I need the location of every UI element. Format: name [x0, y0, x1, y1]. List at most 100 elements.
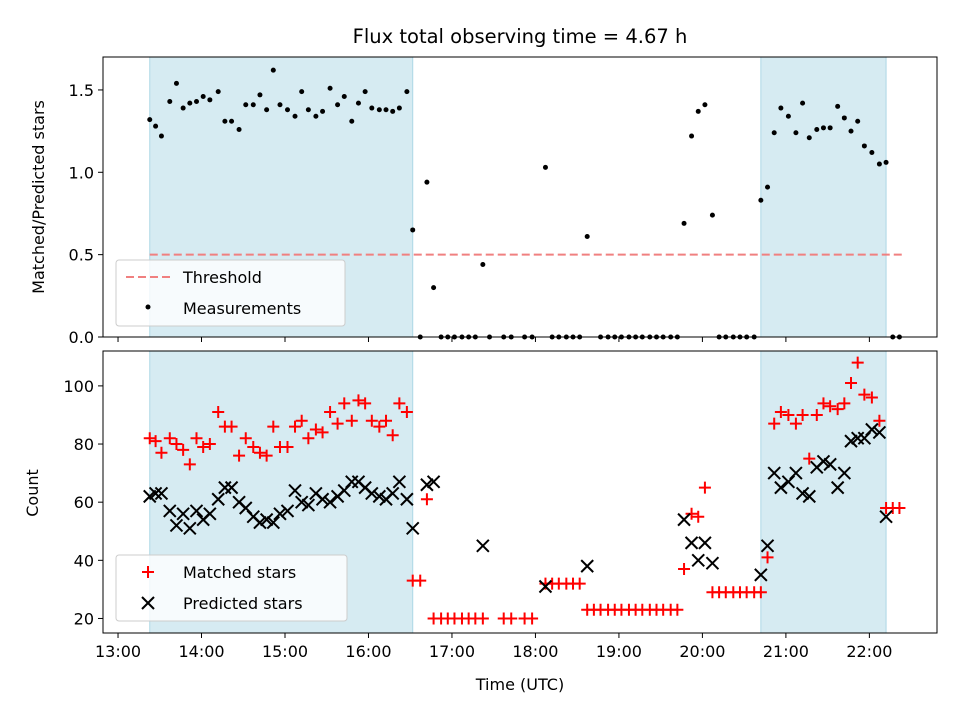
matched-point	[239, 432, 252, 445]
matched-point	[782, 408, 795, 421]
x-tick-label: 21:00	[763, 642, 809, 661]
matched-point	[316, 426, 329, 439]
measurement-point	[355, 100, 361, 106]
bottom-axes-frame	[102, 350, 938, 634]
matched-point	[267, 420, 280, 433]
predicted-point	[288, 483, 302, 498]
measurement-point	[390, 108, 396, 114]
bottom-legend: Matched stars Predicted stars	[115, 554, 348, 622]
x-tick-label: 19:00	[596, 642, 642, 661]
measurement-point	[250, 102, 256, 108]
predicted-point	[189, 504, 204, 518]
matched-point	[774, 406, 787, 419]
matched-point	[225, 420, 238, 433]
measurement-point	[305, 107, 311, 113]
measurement-point	[243, 102, 249, 108]
measurement-point	[284, 107, 290, 113]
matched-point	[309, 423, 322, 436]
matched-point	[331, 417, 344, 430]
top-x-ticks	[117, 337, 870, 342]
y-tick-label: 80	[74, 435, 94, 454]
x-tick-label: 13:00	[95, 642, 141, 661]
legend-matched-label: Matched stars	[183, 563, 296, 582]
matched-point	[685, 507, 698, 520]
matched-point	[692, 510, 705, 523]
measurement-point	[827, 125, 833, 131]
predicted-point	[844, 434, 858, 448]
predicted-point	[802, 489, 816, 504]
y-tick-label: 1.0	[69, 163, 94, 182]
measurement-point	[270, 67, 276, 73]
measurement-point	[869, 150, 875, 156]
measurement-point	[180, 105, 186, 111]
matched-point	[233, 449, 246, 462]
measurement-point	[480, 262, 486, 268]
matched-point	[143, 432, 156, 445]
matched-point	[831, 403, 844, 416]
y-tick-label: 60	[74, 493, 94, 512]
measurement-point	[806, 135, 812, 141]
matched-point	[789, 417, 802, 430]
matched-point	[386, 429, 399, 442]
top-y-axis-label: Matched/Predicted stars	[29, 100, 48, 294]
measurement-point	[207, 97, 213, 103]
predicted-point	[163, 504, 177, 518]
measurement-point	[424, 179, 430, 185]
measurement-point	[758, 197, 764, 203]
measurement-point	[771, 130, 777, 136]
chart-title: Flux total observing time = 4.67 h	[353, 25, 688, 48]
top-y-ticks: 0.0 0.5 1.0 1.5	[69, 81, 103, 347]
y-tick-label: 0.0	[69, 328, 94, 347]
y-tick-label: 100	[63, 377, 94, 396]
measurement-point	[257, 92, 263, 98]
x-tick-label: 16:00	[345, 642, 391, 661]
matched-point	[761, 551, 774, 564]
predicted-point	[823, 457, 837, 472]
matched-point	[203, 438, 216, 451]
measurement-point	[800, 100, 806, 106]
bottom-y-axis-label: Count	[23, 469, 42, 517]
predicted-point	[203, 507, 217, 521]
measurement-point	[542, 164, 548, 170]
legend-measurements-label: Measurements	[183, 299, 301, 318]
matched-point	[289, 420, 302, 433]
measurement-point	[702, 102, 708, 108]
measurement-point	[153, 123, 159, 129]
matched-point	[247, 440, 260, 453]
measurement-point	[376, 107, 382, 113]
measurement-point	[404, 89, 410, 95]
matched-point	[352, 394, 365, 407]
legend-threshold-label: Threshold	[182, 268, 262, 287]
matched-point	[373, 420, 386, 433]
matched-point	[414, 574, 427, 587]
matched-point	[851, 356, 864, 369]
predicted-point	[253, 515, 267, 530]
matched-point	[177, 443, 190, 456]
predicted-point	[872, 425, 887, 440]
x-axis-label: Time (UTC)	[475, 675, 564, 694]
matched-point	[149, 435, 162, 448]
matched-point	[365, 414, 378, 427]
matched-point	[678, 563, 691, 576]
measurement-point	[681, 220, 687, 226]
predicted-point	[400, 492, 414, 506]
predicted-point	[420, 478, 434, 492]
predicted-point	[273, 507, 287, 521]
matched-point	[858, 388, 871, 401]
x-tick-label: 17:00	[429, 642, 475, 661]
predicted-point	[372, 489, 387, 504]
matched-point	[838, 397, 851, 410]
predicted-point	[879, 510, 893, 524]
matched-point	[420, 493, 433, 506]
matched-point	[893, 501, 906, 514]
y-tick-label: 1.5	[69, 81, 94, 100]
predicted-point	[280, 504, 295, 518]
matched-point	[359, 397, 372, 410]
matched-point	[526, 612, 539, 625]
matched-point	[671, 603, 684, 616]
predicted-point	[760, 539, 775, 553]
shaded-interval	[760, 350, 887, 634]
legend-measurements-swatch	[145, 304, 151, 310]
predicted-point	[392, 475, 407, 489]
x-tick-label: 22:00	[846, 642, 892, 661]
